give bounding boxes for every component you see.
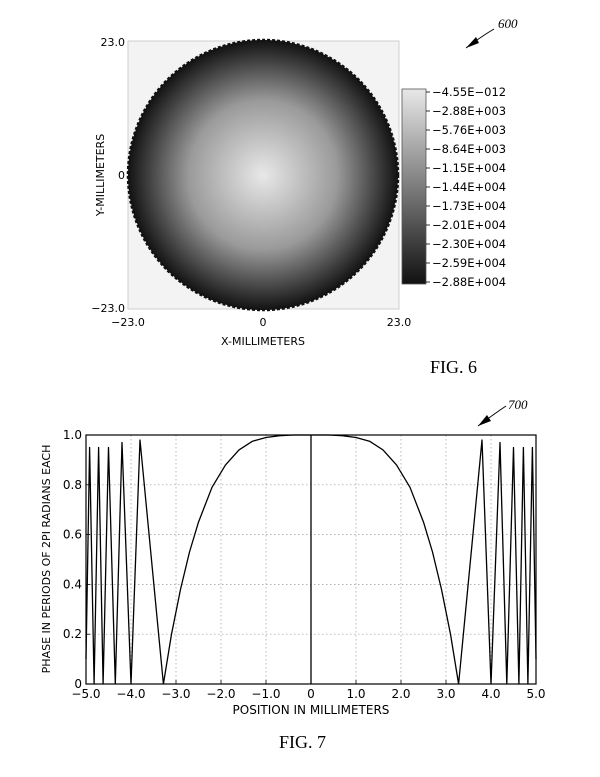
colorbar (401, 88, 427, 285)
figure-7: 700 −5.0 −4.0 −3.0 −2.0 −1.0 0 1.0 2.0 3.0 4.0 5.0… (40, 397, 546, 752)
line-x-axis-label: POSITION IN MILLIMETERS (233, 703, 390, 717)
phase-series (85, 434, 537, 685)
fig6-reference-number: 600 (498, 16, 518, 31)
figure-6: 600 23.0 0 −23.0 −23.0 0 23.0 X-MILLIMET… (91, 16, 518, 377)
x-tick-label: 4.0 (481, 687, 500, 701)
y-tick-label: 0.2 (63, 627, 82, 641)
series-line (457, 439, 537, 685)
x-tick-label: 3.0 (436, 687, 455, 701)
colorbar-labels: −4.55E−012 −2.88E+003 −5.76E+003 −8.64E+003… (426, 85, 506, 289)
y-tick-middle: 0 (118, 169, 125, 182)
y-tick-label: 0.8 (63, 478, 82, 492)
x-tick-label: 0 (307, 687, 315, 701)
y-tick-label: 0.4 (63, 577, 82, 591)
fig7-reference-arrow (477, 405, 507, 427)
series-line (85, 439, 165, 685)
x-tick-label: −5.0 (71, 687, 100, 701)
fig6-reference-arrow (465, 28, 495, 49)
x-tick-label: −3.0 (161, 687, 190, 701)
fig7-caption: FIG. 7 (279, 732, 326, 752)
x-tick-label: −2.0 (206, 687, 235, 701)
x-tick-left: −23.0 (111, 316, 145, 329)
series-line (311, 434, 460, 685)
colorbar-label: −1.15E+004 (432, 161, 506, 175)
y-tick-label: 0.6 (63, 528, 82, 542)
colorbar-label: −2.88E+004 (432, 275, 506, 289)
y-tick-label: 1.0 (63, 428, 82, 442)
y-tick-bottom: −23.0 (91, 302, 125, 315)
line-y-axis-label: PHASE IN PERIODS OF 2PI RADIANS EACH (40, 445, 53, 674)
fig7-reference-number: 700 (508, 397, 528, 412)
colorbar-label: −2.30E+004 (432, 237, 506, 251)
colorbar-label: −2.01E+004 (432, 218, 506, 232)
x-tick-right: 23.0 (387, 316, 412, 329)
colorbar-label: −1.44E+004 (432, 180, 506, 194)
phase-disc (128, 40, 398, 310)
line-y-ticks: 0 0.2 0.4 0.6 0.8 1.0 (63, 428, 90, 691)
colorbar-label: −4.55E−012 (432, 85, 506, 99)
y-tick-top: 23.0 (101, 36, 126, 49)
x-tick-label: 1.0 (346, 687, 365, 701)
x-tick-middle: 0 (260, 316, 267, 329)
line-x-ticks: −5.0 −4.0 −3.0 −2.0 −1.0 0 1.0 2.0 3.0 4.0 5.0 (71, 680, 546, 701)
series-line (162, 434, 311, 685)
colorbar-label: −5.76E+003 (432, 123, 506, 137)
heatmap-x-axis-label: X-MILLIMETERS (221, 335, 305, 348)
colorbar-label: −2.59E+004 (432, 256, 506, 270)
x-tick-label: −4.0 (116, 687, 145, 701)
colorbar-label: −1.73E+004 (432, 199, 506, 213)
colorbar-label: −8.64E+003 (432, 142, 506, 156)
x-tick-label: 2.0 (391, 687, 410, 701)
heatmap-y-axis-label: Y-MILLIMETERS (94, 134, 107, 217)
fig6-caption: FIG. 6 (430, 357, 477, 377)
y-tick-label: 0 (74, 677, 82, 691)
colorbar-label: −2.88E+003 (432, 104, 506, 118)
phase-disc-stepped-edge (126, 38, 400, 312)
x-tick-label: −1.0 (251, 687, 280, 701)
x-tick-label: 5.0 (526, 687, 545, 701)
